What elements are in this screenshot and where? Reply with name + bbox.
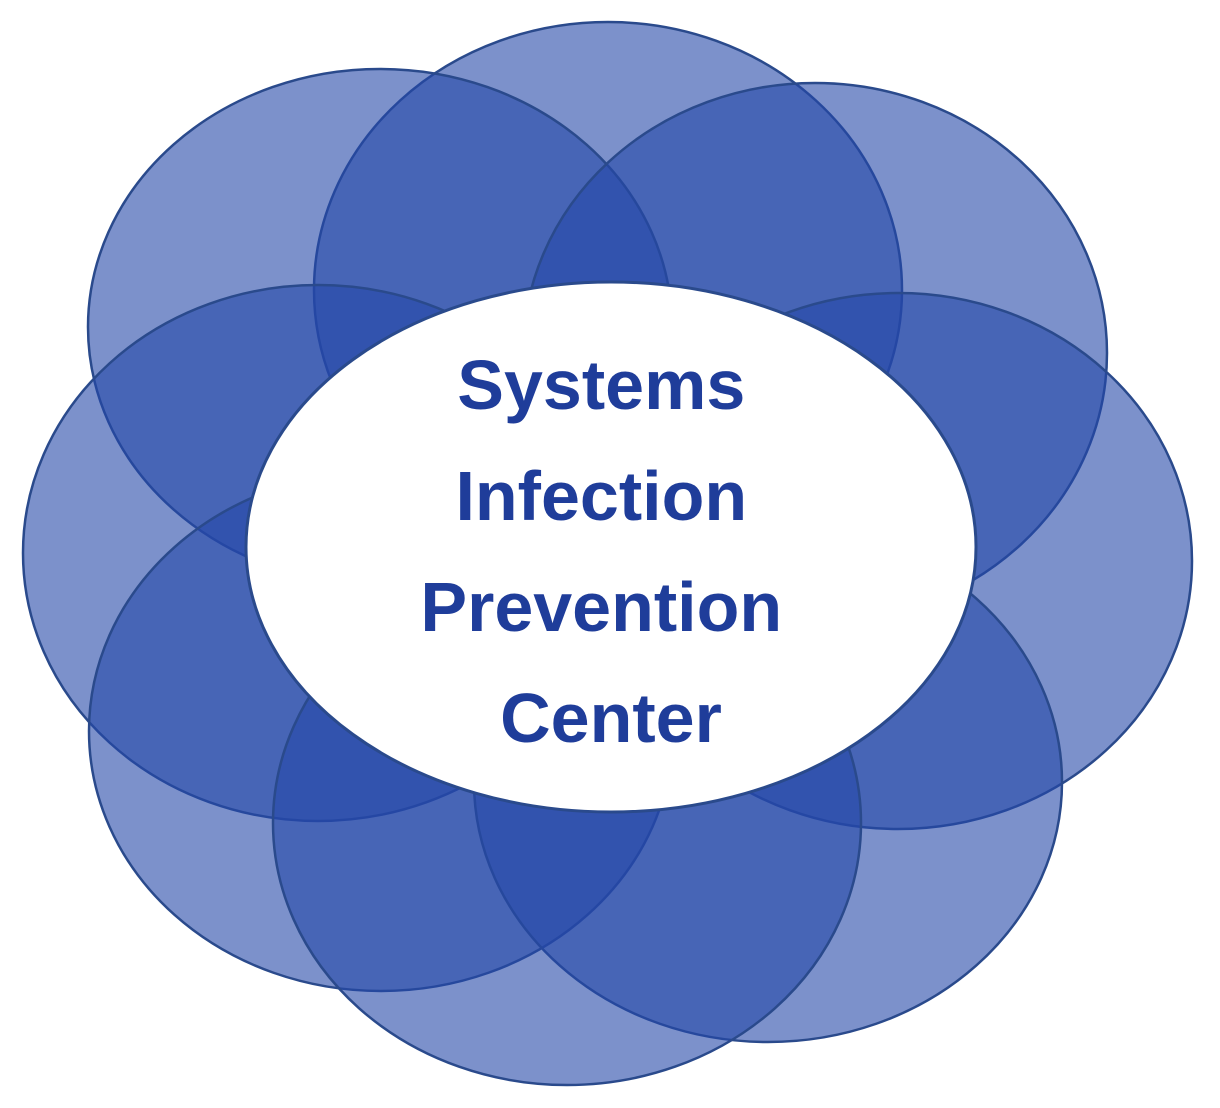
center-ellipse (244, 280, 978, 814)
center-label-line-3: Prevention (420, 568, 782, 646)
center-label-line-1: Systems (457, 346, 745, 424)
center-label-line-4: Center (500, 679, 722, 757)
center-label-line-2: Infection (455, 457, 747, 535)
center-label: Systems Infection Prevention Center (420, 346, 801, 757)
